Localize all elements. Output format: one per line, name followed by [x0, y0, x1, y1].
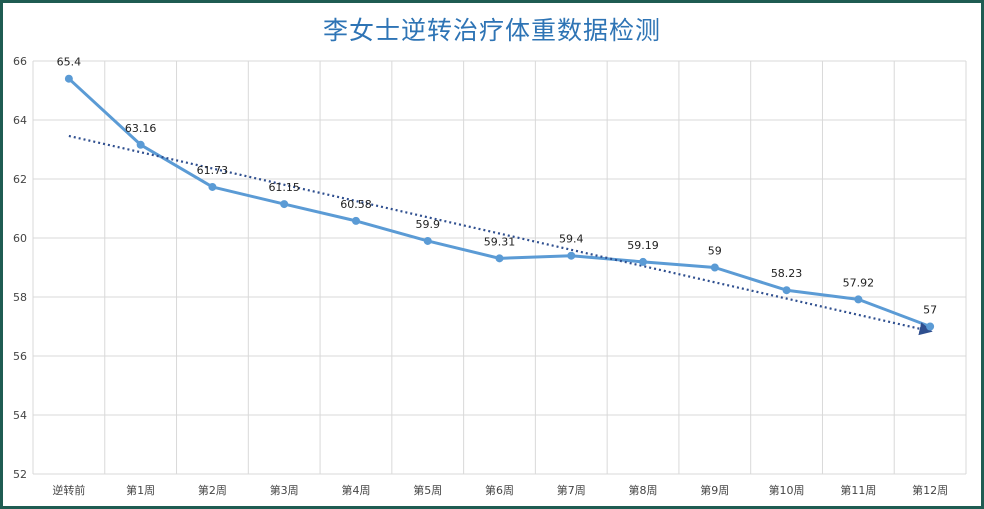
data-point [782, 286, 791, 295]
data-label: 57 [923, 304, 937, 317]
x-tick-label: 第7周 [557, 483, 586, 497]
line-chart: 52 54 56 58 60 62 64 66 逆转前 第1周 第2周 第3周 第4周 第5周 第6周 第7周… [13, 55, 967, 497]
x-tick-label: 第4周 [341, 483, 370, 497]
data-label: 58.23 [771, 267, 803, 280]
x-tick-label: 第6周 [485, 483, 514, 497]
chart-frame: 李女士逆转治疗体重数据检测 52 54 56 58 60 62 64 66 逆转前 第1周 第2周 第… [3, 3, 981, 506]
x-tick-label: 第10周 [769, 483, 805, 497]
data-point [710, 263, 719, 272]
y-tick-label: 58 [13, 291, 27, 304]
data-point [136, 140, 145, 149]
data-label: 59 [708, 245, 722, 258]
chart-title: 李女士逆转治疗体重数据检测 [322, 16, 661, 45]
x-tick-label: 第2周 [198, 483, 227, 497]
data-label: 61.15 [268, 181, 300, 194]
x-tick-label: 第11周 [840, 483, 876, 497]
x-tick-label: 第1周 [126, 483, 155, 497]
x-tick-label: 第8周 [629, 483, 658, 497]
data-point [639, 257, 648, 266]
x-tick-label: 第3周 [270, 483, 299, 497]
data-point [423, 236, 432, 245]
x-tick-label: 第9周 [700, 483, 729, 497]
data-point [567, 251, 576, 260]
data-point [351, 216, 360, 225]
data-label: 59.4 [559, 233, 584, 246]
data-point [495, 254, 504, 263]
y-tick-label: 52 [13, 468, 27, 481]
data-point [208, 182, 217, 191]
y-tick-label: 62 [13, 173, 27, 186]
trendline [68, 134, 933, 336]
data-point [854, 295, 863, 304]
data-label: 60.58 [340, 198, 372, 211]
data-point [64, 74, 73, 83]
data-label: 61.73 [197, 164, 229, 177]
y-tick-label: 56 [13, 350, 27, 363]
x-tick-label: 逆转前 [52, 483, 85, 497]
y-tick-label: 54 [13, 409, 27, 422]
y-tick-label: 64 [13, 114, 27, 127]
data-label: 57.92 [843, 276, 875, 289]
data-label: 59.19 [627, 239, 659, 252]
x-tick-label: 第12周 [912, 483, 948, 497]
data-label: 63.16 [125, 122, 157, 135]
data-point [280, 200, 289, 209]
data-point [926, 322, 935, 331]
y-tick-label: 60 [13, 232, 27, 245]
x-tick-label: 第5周 [413, 483, 442, 497]
data-label: 59.9 [415, 218, 440, 231]
series-line [67, 77, 931, 328]
data-label: 65.4 [57, 56, 82, 69]
y-tick-label: 66 [13, 55, 27, 68]
data-label: 59.31 [484, 235, 516, 248]
